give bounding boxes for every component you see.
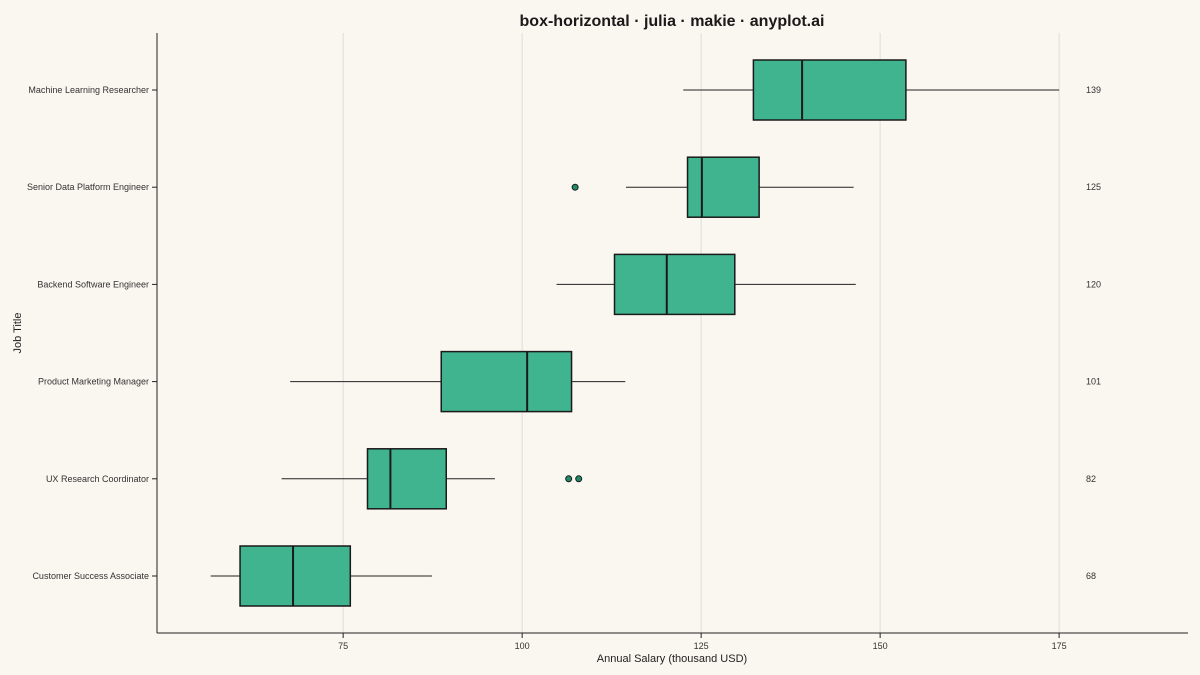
box-iqr [366,448,448,510]
y-ticks: Machine Learning Researcher Senior Data P… [27,85,157,581]
y-tick-label: Senior Data Platform Engineer [27,182,149,192]
box-3 [290,350,626,413]
x-axis-label: Annual Salary (thousand USD) [597,653,747,665]
gridlines [342,33,1060,633]
chart-title: box-horizontal · julia · makie · anyplot… [520,13,825,30]
box-iqr [613,253,736,316]
median-value-label: 82 [1086,474,1096,484]
x-ticks: 75 100 125 150 175 [338,633,1067,651]
median-value-label: 139 [1086,85,1101,95]
outlier-point [565,475,573,483]
box-5 [210,545,432,607]
x-tick-label: 175 [1052,641,1067,651]
box-iqr [686,156,760,218]
median-value-label: 120 [1086,279,1101,289]
box-4 [281,448,583,510]
x-tick-label: 75 [338,641,348,651]
box-1 [571,156,854,218]
median-value-label: 125 [1086,182,1101,192]
outlier-point [571,183,579,191]
box-iqr [440,350,573,413]
x-tick-label: 150 [873,641,888,651]
median-labels: 139 125 120 101 82 68 [1086,85,1101,581]
x-tick-label: 100 [515,641,530,651]
box-iqr [239,545,352,607]
box-2 [556,253,856,316]
y-tick-label: Backend Software Engineer [37,279,149,289]
box-0 [683,59,1060,121]
median-value-label: 68 [1086,571,1096,581]
x-tick-label: 125 [694,641,709,651]
box-iqr [752,59,907,121]
y-axis-label: Job Title [12,313,24,354]
y-tick-label: Machine Learning Researcher [28,85,149,95]
median-value-label: 101 [1086,377,1101,387]
box-series [210,59,1060,607]
y-tick-label: Customer Success Associate [32,571,149,581]
outlier-point [575,475,583,483]
y-tick-label: Product Marketing Manager [38,377,149,387]
axes [156,33,1188,634]
y-tick-label: UX Research Coordinator [46,474,149,484]
